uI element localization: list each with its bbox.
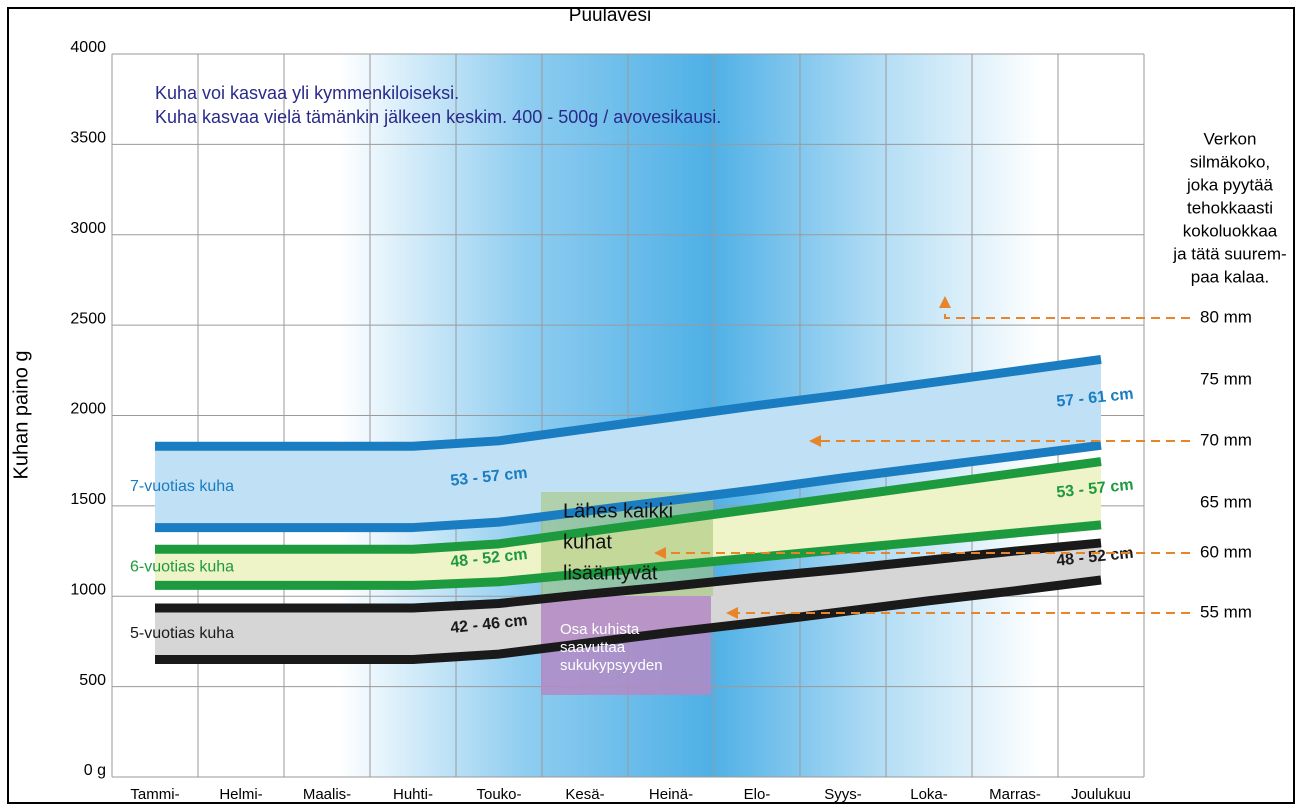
y-tick-label: 3000: [70, 220, 106, 237]
mesh-note: joka pyytää: [1186, 175, 1274, 194]
y-tick-label: 2000: [70, 401, 106, 418]
mesh-size: 55 mm: [1200, 602, 1252, 621]
mesh-size: 75 mm: [1200, 369, 1252, 388]
x-tick-label: Heinä-: [649, 786, 693, 803]
band-line: [155, 520, 1102, 590]
y-tick-label: 2500: [70, 310, 106, 327]
mesh-size: 60 mm: [1200, 542, 1252, 561]
y-tick-label: 1000: [70, 581, 106, 598]
mesh-note: silmäkoko,: [1190, 152, 1270, 171]
band-line: [155, 457, 1102, 554]
mesh-size: 70 mm: [1200, 430, 1252, 449]
annotation: Kuha voi kasvaa yli kymmenkiloiseksi.: [155, 83, 459, 103]
mesh-note: ja tätä suurem-: [1172, 244, 1286, 263]
y-tick-label: 0 g: [84, 762, 106, 779]
x-tick-label: Elo-: [744, 786, 771, 803]
band-label: 6-vuotias kuha: [130, 559, 234, 576]
box-text: lisääntyvät: [563, 562, 658, 584]
x-tick-label: Tammi-: [130, 786, 179, 803]
band-line: [155, 538, 1102, 613]
box-text: kuhat: [563, 531, 612, 553]
x-tick-label: Maalis-: [303, 786, 351, 803]
x-tick-label: Marras-: [989, 786, 1041, 803]
mesh-note: kokoluokkaa: [1183, 221, 1278, 240]
box-text: sukukypsyyden: [560, 657, 663, 674]
mesh-size: 65 mm: [1200, 492, 1252, 511]
x-tick-label: Huhti-: [393, 786, 433, 803]
x-tick-label: Joulukuu: [1071, 786, 1131, 803]
mesh-size: 80 mm: [1200, 307, 1252, 326]
mesh-note: Verkon: [1204, 129, 1257, 148]
x-tick-label: Loka-: [910, 786, 948, 803]
x-tick-label: Touko-: [476, 786, 521, 803]
y-tick-label: 500: [79, 672, 106, 689]
x-tick-label: Syys-: [824, 786, 862, 803]
x-tick-label: Kesä-: [565, 786, 604, 803]
y-tick-label: 4000: [70, 39, 106, 56]
x-tick-label: Helmi-: [219, 786, 262, 803]
band-area: [155, 359, 1101, 528]
band-line: [155, 440, 1102, 533]
chart-title: Puulavesi: [569, 5, 651, 26]
annotation: Kuha kasvaa vielä tämänkin jälkeen keski…: [155, 107, 721, 127]
band-label: 7-vuotias kuha: [130, 478, 234, 495]
mesh-note: tehokkaasti: [1187, 198, 1273, 217]
y-axis-label: Kuhan paino g: [10, 350, 32, 479]
box-text: Lähes kaikki: [563, 500, 673, 522]
y-tick-label: 1500: [70, 491, 106, 508]
y-tick-label: 3500: [70, 130, 106, 147]
band-label: 5-vuotias kuha: [130, 625, 234, 642]
mesh-arrow: [939, 296, 1190, 319]
band-area: [155, 461, 1101, 586]
box-text: saavuttaa: [560, 639, 626, 656]
box-text: Osa kuhista: [560, 621, 640, 638]
band-line: [155, 575, 1102, 665]
band-line: [155, 355, 1102, 451]
mesh-note: paa kalaa.: [1191, 267, 1269, 286]
